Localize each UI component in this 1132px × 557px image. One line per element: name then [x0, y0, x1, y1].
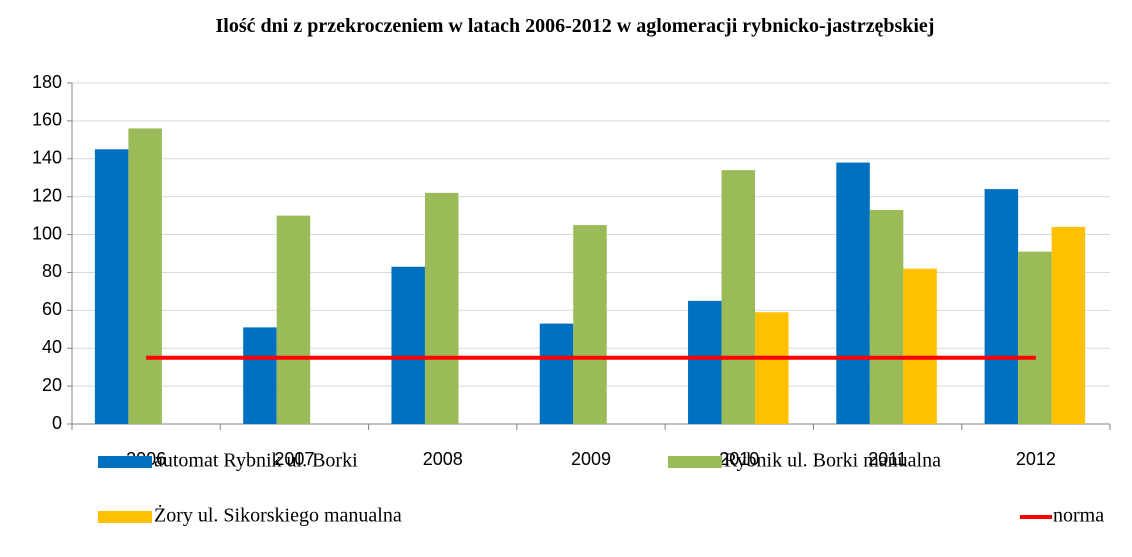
x-tick-label: 2011: [868, 449, 907, 469]
y-tick-label: 0: [52, 413, 62, 433]
y-tick-label: 160: [32, 110, 62, 130]
bar: [1018, 251, 1052, 424]
bar: [391, 266, 425, 424]
bar: [128, 128, 162, 424]
bar: [424, 192, 459, 424]
bar: [755, 312, 789, 424]
legend-swatch: [668, 456, 722, 468]
legend-label: automat Rybnik ul. Borki: [154, 450, 358, 472]
x-tick-label: 2010: [719, 449, 759, 469]
legend-swatch: [98, 456, 152, 468]
x-tick-label: 2007: [274, 449, 314, 469]
bar: [903, 268, 937, 424]
chart-title: Ilość dni z przekroczeniem w latach 2006…: [215, 15, 935, 37]
x-tick-label: 2012: [1016, 449, 1056, 469]
y-tick-label: 100: [32, 223, 62, 243]
y-tick-label: 20: [42, 375, 62, 395]
bar: [1051, 226, 1086, 424]
y-tick-label: 40: [42, 337, 62, 357]
bar: [688, 300, 722, 424]
y-tick-label: 60: [42, 299, 62, 319]
bar: [94, 149, 129, 425]
y-tick-label: 140: [32, 148, 62, 168]
bar: [984, 189, 1019, 424]
x-tick-label: 2009: [571, 449, 611, 469]
y-tick-label: 180: [32, 72, 62, 92]
y-tick-label: 80: [42, 261, 62, 281]
bar: [836, 162, 870, 425]
x-tick-label: 2008: [423, 449, 463, 469]
legend-label: norma: [1053, 505, 1104, 527]
legend-label: Rybnik ul. Borki manualna: [724, 450, 941, 472]
legend-label: Żory ul. Sikorskiego manualna: [154, 504, 402, 527]
bar: [573, 225, 607, 424]
bar: [243, 327, 277, 424]
bar: [539, 323, 574, 424]
bar: [721, 170, 756, 424]
legend-swatch: [98, 511, 152, 523]
bar: [276, 215, 311, 424]
y-tick-label: 120: [32, 185, 62, 205]
bar: [869, 209, 904, 424]
